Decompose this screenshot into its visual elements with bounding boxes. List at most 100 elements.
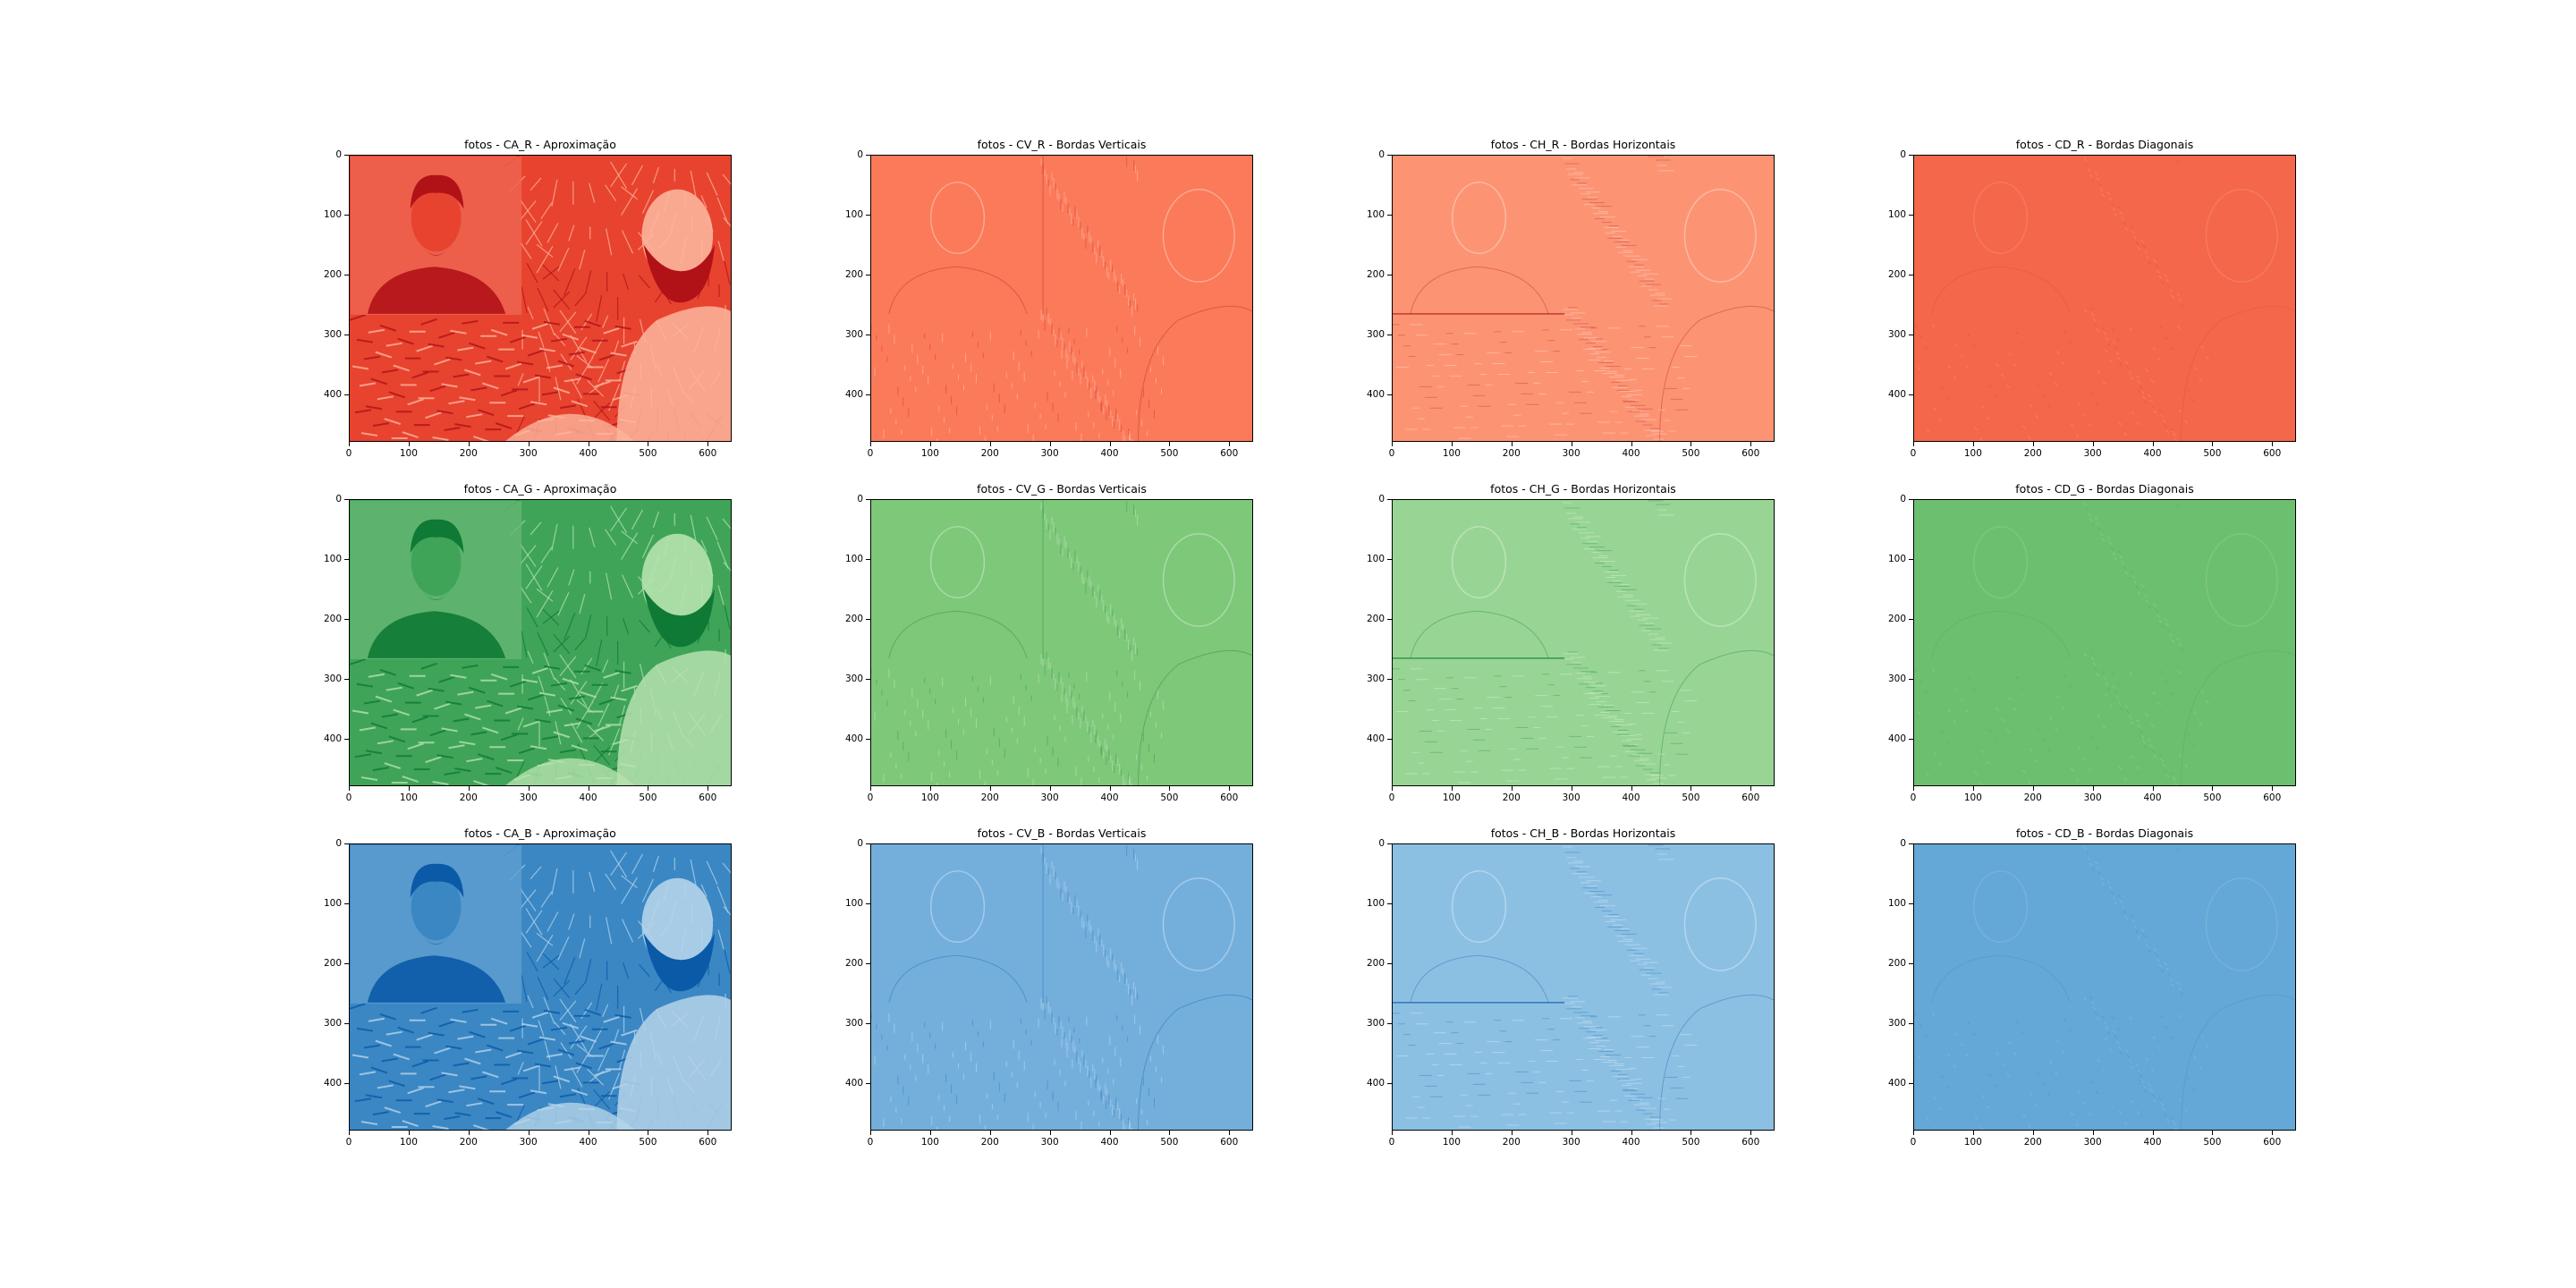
coefficient-background — [871, 500, 1252, 785]
x-tick-label: 0 — [1374, 442, 1410, 459]
y-tick-label: 0 — [315, 838, 349, 849]
x-tick-label: 600 — [690, 1131, 725, 1148]
y-tick-label: 200 — [315, 958, 349, 969]
y-tick-label: 100 — [1358, 209, 1392, 220]
y-tick-label: 0 — [1879, 838, 1913, 849]
x-tick-label: 500 — [1151, 1131, 1187, 1148]
y-tick-label: 100 — [315, 554, 349, 564]
y-tick-label: 400 — [315, 733, 349, 744]
x-tick-label: 500 — [2194, 442, 2230, 459]
subplot-title: fotos - CV_G - Bordas Verticais — [977, 482, 1147, 496]
y-tick-label: 400 — [836, 389, 870, 400]
y-tick-label: 200 — [1358, 269, 1392, 280]
x-tick-label: 400 — [2135, 442, 2171, 459]
x-tick-label: 100 — [912, 442, 948, 459]
y-tick-label: 400 — [1879, 389, 1913, 400]
x-tick-label: 500 — [1673, 442, 1708, 459]
x-tick-label: 0 — [1895, 1131, 1931, 1148]
y-tick-label: 300 — [315, 1018, 349, 1029]
coefficient-background — [1914, 500, 2295, 785]
y-tick-label: 300 — [315, 674, 349, 684]
y-tick-label: 400 — [315, 1078, 349, 1089]
x-tick-label: 600 — [690, 786, 725, 803]
person-knee — [505, 413, 635, 441]
subplot-title: fotos - CD_B - Bordas Diagonais — [2015, 826, 2194, 840]
x-tick-label: 400 — [2135, 786, 2171, 803]
person-body — [616, 995, 731, 1130]
subplot-title: fotos - CA_R - Aproximação — [464, 138, 616, 151]
y-tick-label: 300 — [1358, 1018, 1392, 1029]
y-tick-label: 300 — [836, 329, 870, 340]
x-tick-label: 200 — [2015, 786, 2051, 803]
y-tick-label: 300 — [1358, 674, 1392, 684]
x-tick-label: 0 — [331, 786, 367, 803]
subplot-horizontal-R: fotos - CH_R - Bordas Horizontais 0 100 200… — [1367, 139, 1775, 459]
image-axes — [1392, 843, 1775, 1131]
image-axes — [1392, 499, 1775, 786]
person-knee — [505, 1102, 635, 1130]
x-tick-label: 300 — [1554, 442, 1589, 459]
wavelet-image — [1393, 156, 1774, 441]
x-tick-label: 600 — [1211, 1131, 1247, 1148]
y-tick-label: 200 — [1358, 614, 1392, 624]
subplot-approx-B: fotos - CA_B - Aproximação 0 100 200 300 400 0… — [324, 827, 732, 1148]
wavelet-image — [1914, 844, 2295, 1130]
x-tick-label: 100 — [912, 786, 948, 803]
x-tick-label: 300 — [1032, 442, 1068, 459]
wavelet-image — [350, 844, 731, 1130]
wavelet-image — [350, 156, 731, 441]
subplot-approx-R: fotos - CA_R - Aproximação 0 100 200 300 400 0… — [324, 139, 732, 459]
x-tick-label: 600 — [1211, 786, 1247, 803]
y-tick-label: 200 — [836, 958, 870, 969]
subplot-title: fotos - CV_R - Bordas Verticais — [977, 138, 1147, 151]
y-tick-label: 200 — [1879, 269, 1913, 280]
x-tick-label: 500 — [1151, 786, 1187, 803]
subplot-horizontal-B: fotos - CH_B - Bordas Horizontais 0 100 200… — [1367, 827, 1775, 1148]
y-tick-label: 300 — [836, 674, 870, 684]
x-tick-label: 500 — [1673, 786, 1708, 803]
y-tick-label: 0 — [1879, 494, 1913, 504]
x-tick-label: 600 — [2254, 786, 2290, 803]
x-tick-label: 600 — [2254, 1131, 2290, 1148]
x-tick-label: 100 — [1434, 442, 1470, 459]
x-tick-label: 200 — [972, 1131, 1008, 1148]
person-knee — [505, 758, 635, 785]
x-tick-label: 0 — [852, 1131, 888, 1148]
wavelet-image — [1393, 844, 1774, 1130]
x-tick-label: 200 — [2015, 442, 2051, 459]
x-tick-label: 100 — [1434, 786, 1470, 803]
wavelet-image — [1914, 500, 2295, 785]
y-tick-label: 100 — [1879, 554, 1913, 564]
image-axes — [1913, 843, 2296, 1131]
x-tick-label: 0 — [331, 442, 367, 459]
coefficient-background — [871, 844, 1252, 1130]
coefficient-background — [1393, 500, 1774, 785]
y-tick-label: 400 — [1879, 1078, 1913, 1089]
y-tick-label: 400 — [836, 1078, 870, 1089]
image-axes — [349, 155, 732, 442]
y-tick-label: 400 — [1358, 389, 1392, 400]
wavelet-image — [871, 500, 1252, 785]
x-tick-label: 200 — [451, 786, 487, 803]
x-tick-label: 100 — [391, 442, 427, 459]
x-tick-label: 300 — [511, 786, 547, 803]
x-tick-label: 600 — [1733, 442, 1768, 459]
x-tick-label: 600 — [2254, 442, 2290, 459]
y-tick-label: 100 — [836, 554, 870, 564]
x-tick-label: 500 — [2194, 1131, 2230, 1148]
x-tick-label: 600 — [1733, 786, 1768, 803]
y-tick-label: 100 — [1358, 554, 1392, 564]
coefficient-background — [1914, 844, 2295, 1130]
y-tick-label: 100 — [1358, 898, 1392, 909]
y-tick-label: 100 — [315, 209, 349, 220]
x-tick-label: 0 — [331, 1131, 367, 1148]
subplot-diagonal-R: fotos - CD_R - Bordas Diagonais 0 100 200 30… — [1888, 139, 2296, 459]
x-tick-label: 500 — [1673, 1131, 1708, 1148]
x-tick-label: 200 — [2015, 1131, 2051, 1148]
coefficient-background — [871, 156, 1252, 441]
person-body — [616, 306, 731, 441]
x-tick-label: 300 — [511, 1131, 547, 1148]
x-tick-label: 500 — [630, 1131, 665, 1148]
x-tick-label: 100 — [391, 1131, 427, 1148]
y-tick-label: 300 — [1879, 329, 1913, 340]
